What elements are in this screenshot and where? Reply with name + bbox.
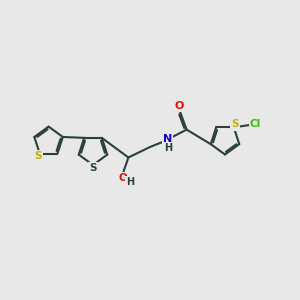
Text: Cl: Cl — [250, 119, 261, 129]
Text: H: H — [164, 143, 172, 153]
Text: S: S — [232, 119, 239, 129]
Text: O: O — [118, 173, 127, 183]
Text: H: H — [126, 177, 135, 187]
Text: S: S — [89, 163, 97, 173]
Text: O: O — [175, 100, 184, 111]
Text: N: N — [163, 134, 172, 145]
Text: S: S — [34, 151, 42, 161]
